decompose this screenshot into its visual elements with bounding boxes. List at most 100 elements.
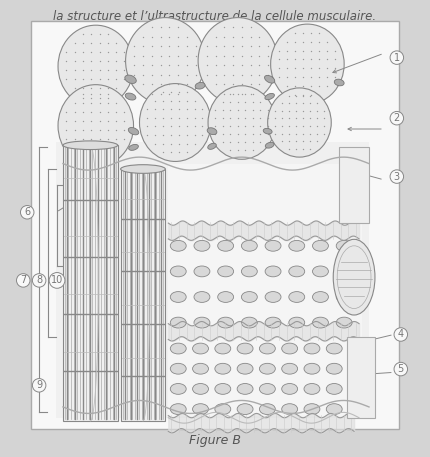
FancyBboxPatch shape	[63, 145, 117, 421]
Ellipse shape	[241, 240, 257, 251]
Ellipse shape	[194, 292, 209, 303]
Ellipse shape	[312, 266, 328, 277]
Circle shape	[58, 25, 133, 107]
Ellipse shape	[192, 383, 208, 394]
Circle shape	[198, 18, 277, 104]
Text: 6: 6	[24, 207, 30, 217]
Ellipse shape	[237, 404, 252, 414]
Circle shape	[139, 84, 211, 161]
Ellipse shape	[129, 144, 138, 150]
Ellipse shape	[215, 343, 230, 354]
Ellipse shape	[303, 363, 319, 374]
Ellipse shape	[326, 404, 341, 414]
Ellipse shape	[217, 292, 233, 303]
Ellipse shape	[170, 240, 186, 251]
Text: 9: 9	[36, 380, 42, 390]
Ellipse shape	[237, 343, 252, 354]
Text: Figure B: Figure B	[189, 434, 240, 447]
Ellipse shape	[288, 266, 304, 277]
Ellipse shape	[326, 383, 341, 394]
Ellipse shape	[264, 75, 274, 83]
Ellipse shape	[237, 383, 252, 394]
FancyBboxPatch shape	[56, 142, 368, 418]
Ellipse shape	[192, 363, 208, 374]
Ellipse shape	[241, 266, 257, 277]
Text: la structure et l’ultrastructure de la cellule musculaire.: la structure et l’ultrastructure de la c…	[53, 10, 376, 23]
Ellipse shape	[281, 363, 297, 374]
Ellipse shape	[281, 343, 297, 354]
Ellipse shape	[326, 363, 341, 374]
Ellipse shape	[120, 165, 165, 173]
Ellipse shape	[192, 404, 208, 414]
Circle shape	[58, 85, 133, 167]
Ellipse shape	[63, 141, 117, 149]
Ellipse shape	[335, 292, 351, 303]
Ellipse shape	[332, 239, 374, 315]
Ellipse shape	[259, 383, 275, 394]
FancyBboxPatch shape	[338, 148, 368, 223]
Ellipse shape	[303, 383, 319, 394]
Ellipse shape	[259, 404, 275, 414]
Ellipse shape	[264, 317, 280, 328]
Ellipse shape	[335, 266, 351, 277]
Ellipse shape	[265, 142, 273, 148]
Ellipse shape	[335, 240, 351, 251]
Ellipse shape	[217, 317, 233, 328]
FancyBboxPatch shape	[31, 21, 398, 429]
Ellipse shape	[241, 292, 257, 303]
Ellipse shape	[312, 292, 328, 303]
Ellipse shape	[288, 292, 304, 303]
Ellipse shape	[170, 383, 186, 394]
Ellipse shape	[170, 317, 186, 328]
Ellipse shape	[215, 404, 230, 414]
Ellipse shape	[326, 343, 341, 354]
Ellipse shape	[194, 266, 209, 277]
Text: 3: 3	[393, 171, 399, 181]
Ellipse shape	[334, 79, 343, 86]
Ellipse shape	[207, 128, 216, 135]
Ellipse shape	[264, 240, 280, 251]
Ellipse shape	[170, 363, 186, 374]
Text: 1: 1	[393, 53, 399, 63]
Ellipse shape	[194, 240, 209, 251]
Text: 5: 5	[397, 364, 403, 374]
Ellipse shape	[170, 266, 186, 277]
Ellipse shape	[128, 128, 138, 135]
Ellipse shape	[263, 128, 271, 134]
Ellipse shape	[215, 363, 230, 374]
Ellipse shape	[170, 292, 186, 303]
Ellipse shape	[288, 317, 304, 328]
Ellipse shape	[195, 82, 205, 89]
Ellipse shape	[215, 383, 230, 394]
Circle shape	[125, 18, 205, 104]
Ellipse shape	[264, 266, 280, 277]
Text: 7: 7	[20, 276, 26, 286]
Ellipse shape	[303, 343, 319, 354]
Ellipse shape	[207, 143, 216, 149]
Ellipse shape	[170, 343, 186, 354]
Ellipse shape	[194, 317, 209, 328]
Ellipse shape	[281, 404, 297, 414]
Ellipse shape	[264, 292, 280, 303]
FancyBboxPatch shape	[120, 169, 165, 421]
Ellipse shape	[170, 404, 186, 414]
Text: 4: 4	[397, 329, 403, 340]
Circle shape	[270, 24, 344, 104]
Ellipse shape	[281, 383, 297, 394]
Ellipse shape	[259, 363, 275, 374]
Ellipse shape	[125, 93, 135, 100]
Ellipse shape	[241, 317, 257, 328]
Circle shape	[267, 88, 331, 157]
FancyBboxPatch shape	[346, 337, 374, 418]
Ellipse shape	[288, 240, 304, 251]
Ellipse shape	[303, 404, 319, 414]
Ellipse shape	[217, 266, 233, 277]
Ellipse shape	[259, 343, 275, 354]
Ellipse shape	[217, 240, 233, 251]
Text: 2: 2	[393, 113, 399, 123]
Ellipse shape	[264, 93, 274, 100]
FancyBboxPatch shape	[168, 164, 361, 415]
Ellipse shape	[335, 317, 351, 328]
Text: 8: 8	[36, 276, 42, 286]
Ellipse shape	[312, 240, 328, 251]
